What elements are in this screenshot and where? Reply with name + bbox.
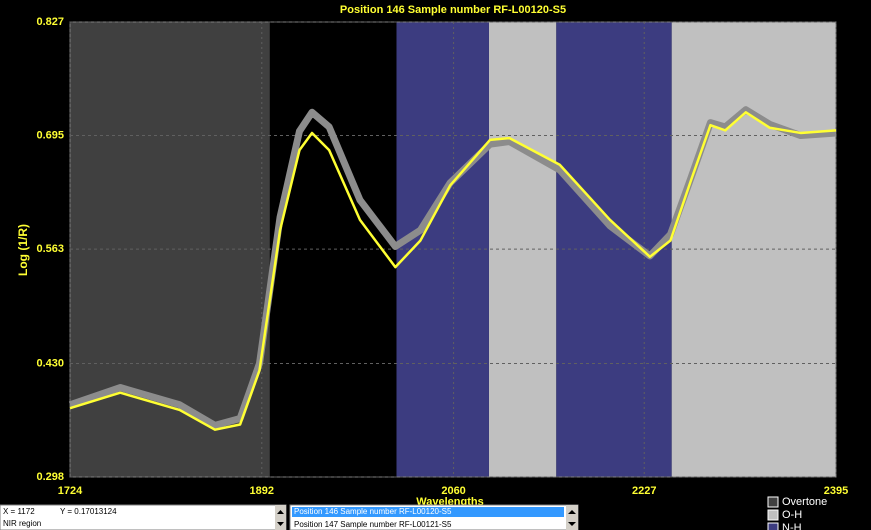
x-tick-label: 1892 xyxy=(250,485,274,497)
status-box xyxy=(0,504,287,530)
series-line xyxy=(68,106,837,429)
scrollbar[interactable] xyxy=(275,505,286,530)
chart-title: Position 146 Sample number RF-L00120-S5 xyxy=(340,4,566,16)
y-axis-label: Log (1/R) xyxy=(16,224,30,276)
y-tick-label: 0.827 xyxy=(36,16,64,28)
x-tick-label: 2227 xyxy=(632,485,656,497)
x-tick-label: 2060 xyxy=(441,485,465,497)
scroll-arrows xyxy=(568,510,576,526)
status-x: X = 1172 xyxy=(3,507,35,516)
x-tick-label: 2395 xyxy=(824,485,848,497)
y-tick-label: 0.695 xyxy=(36,129,64,141)
legend-label: Overtone xyxy=(782,496,827,508)
y-tick-label: 0.430 xyxy=(36,357,64,369)
scroll-arrows xyxy=(277,510,284,526)
legend-swatch xyxy=(767,522,779,530)
list-item[interactable]: Position 147 Sample number RF-L00121-S5 xyxy=(294,520,452,529)
y-tick-label: 0.563 xyxy=(36,243,64,255)
y-tick-label: 0.298 xyxy=(36,471,64,483)
legend-label: N-H xyxy=(782,522,802,530)
scrollbar[interactable] xyxy=(566,505,578,530)
plot-area xyxy=(68,21,837,478)
legend-label: O-H xyxy=(782,509,802,521)
x-tick-label: 1724 xyxy=(58,485,83,497)
list-item[interactable]: Position 146 Sample number RF-L00120-S5 xyxy=(294,507,452,516)
status-y: Y = 0.17013124 xyxy=(60,507,117,516)
status-mode: NIR region xyxy=(3,519,41,528)
legend-swatch xyxy=(767,509,779,521)
series-line xyxy=(69,111,837,431)
selected-row[interactable] xyxy=(292,507,564,517)
legend-swatch xyxy=(767,496,779,508)
